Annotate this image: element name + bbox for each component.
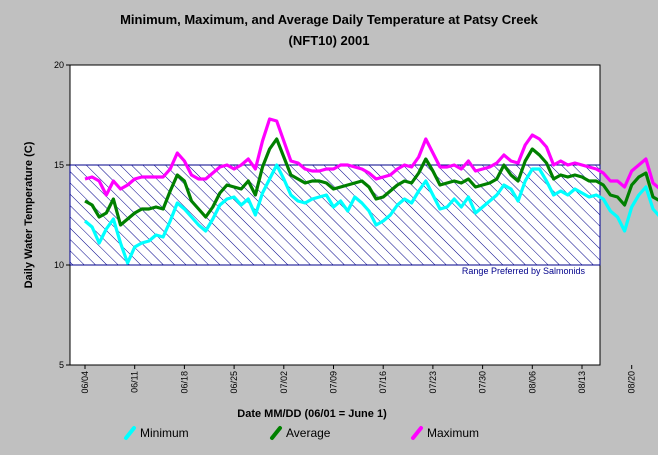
legend-label-average: Average [286,426,331,440]
x-tick-label: 07/30 [478,371,488,394]
series-line-minimum [83,163,658,265]
y-tick-label: 15 [54,160,64,170]
x-tick-label: 08/20 [627,371,637,394]
legend-swatch-minimum [124,426,136,440]
x-tick-label: 07/23 [428,371,438,394]
series-line-average [84,137,658,227]
legend-label-maximum: Maximum [427,426,479,440]
series-layer [83,117,658,265]
legend: Minimum Average Maximum [124,426,479,440]
y-tick-label: 20 [54,60,64,70]
x-tick-label: 06/11 [130,371,140,393]
legend-swatch-average [270,426,282,440]
x-tick-label: 07/02 [279,371,289,394]
x-tick-label: 08/13 [577,371,587,394]
x-axis-label: Date MM/DD (06/01 = June 1) [237,408,387,420]
y-tick-label: 10 [54,260,64,270]
x-tick-label: 07/09 [329,371,339,394]
series-line-maximum [84,117,658,197]
preferred-range-band [69,164,601,266]
y-tick-label: 5 [59,360,64,370]
x-tick-label: 07/16 [378,371,388,394]
chart-subtitle: (NFT10) 2001 [289,33,370,48]
chart-title: Minimum, Maximum, and Average Daily Temp… [120,12,539,27]
y-axis-label: Daily Water Temperature (C) [23,141,35,288]
x-tick-label: 06/18 [179,371,189,394]
y-axis-ticks: 5 10 15 20 [54,60,70,370]
x-tick-label: 06/04 [80,371,90,394]
legend-swatch-maximum [411,426,423,440]
x-axis-ticks: 06/04 06/11 06/18 06/25 07/02 07/09 07/16 07/23… [80,365,637,394]
x-tick-label: 06/25 [229,371,239,394]
preferred-range-label: Range Preferred by Salmonids [462,266,586,276]
x-tick-label: 08/06 [527,371,537,394]
legend-label-minimum: Minimum [140,426,189,440]
